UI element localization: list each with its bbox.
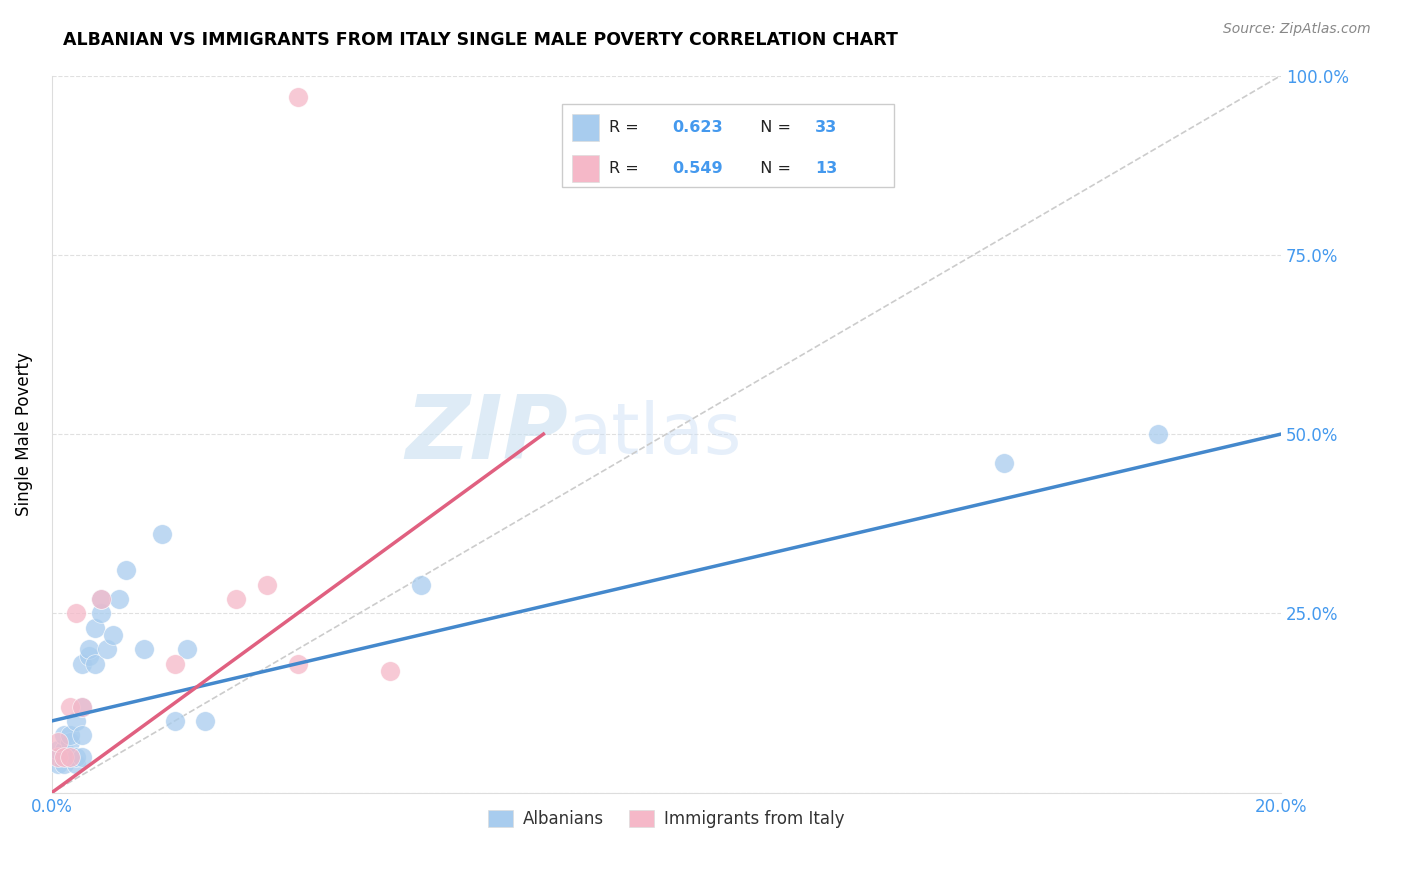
Point: [46, 735, 69, 749]
Point: [72, 699, 94, 714]
Point: [132, 642, 155, 657]
Point: [59, 699, 82, 714]
Point: [150, 527, 173, 541]
Text: R =: R =: [609, 161, 644, 176]
Point: [53, 749, 76, 764]
Text: N =: N =: [749, 161, 796, 176]
Point: [72, 657, 94, 671]
Point: [53, 742, 76, 756]
Point: [59, 728, 82, 742]
Point: [163, 657, 186, 671]
Point: [96, 642, 118, 657]
Point: [103, 628, 125, 642]
Point: [65, 749, 87, 764]
Point: [65, 714, 87, 728]
Point: [163, 714, 186, 728]
Point: [59, 749, 82, 764]
Text: 0.623: 0.623: [672, 120, 723, 135]
Point: [194, 714, 217, 728]
Point: [53, 756, 76, 771]
Point: [46, 749, 69, 764]
Legend: Albanians, Immigrants from Italy: Albanians, Immigrants from Italy: [481, 803, 852, 835]
Point: [90, 592, 112, 607]
Point: [46, 756, 69, 771]
Point: [176, 642, 198, 657]
Point: [46, 742, 69, 756]
Point: [77, 649, 100, 664]
Bar: [572, 113, 599, 141]
Point: [409, 577, 432, 591]
Y-axis label: Single Male Poverty: Single Male Poverty: [15, 352, 32, 516]
Text: atlas: atlas: [568, 400, 742, 468]
Point: [83, 621, 105, 635]
Point: [65, 607, 87, 621]
Point: [72, 699, 94, 714]
Point: [1147, 427, 1170, 442]
Point: [287, 657, 309, 671]
Text: R =: R =: [609, 120, 644, 135]
Text: 33: 33: [815, 120, 838, 135]
Text: Source: ZipAtlas.com: Source: ZipAtlas.com: [1223, 22, 1371, 37]
Point: [65, 756, 87, 771]
Point: [77, 642, 100, 657]
Point: [114, 563, 136, 577]
Point: [72, 728, 94, 742]
Point: [53, 728, 76, 742]
Text: ZIP: ZIP: [405, 391, 568, 477]
Point: [108, 592, 131, 607]
Point: [256, 577, 278, 591]
Point: [72, 749, 94, 764]
Point: [378, 664, 401, 678]
Point: [287, 90, 309, 104]
Point: [59, 735, 82, 749]
Point: [90, 592, 112, 607]
Point: [83, 657, 105, 671]
Text: N =: N =: [749, 120, 796, 135]
Text: 13: 13: [815, 161, 838, 176]
Point: [59, 749, 82, 764]
Point: [993, 456, 1015, 470]
Point: [90, 607, 112, 621]
FancyBboxPatch shape: [562, 104, 894, 186]
Text: ALBANIAN VS IMMIGRANTS FROM ITALY SINGLE MALE POVERTY CORRELATION CHART: ALBANIAN VS IMMIGRANTS FROM ITALY SINGLE…: [63, 31, 898, 49]
Point: [225, 592, 247, 607]
Text: 0.549: 0.549: [672, 161, 723, 176]
Bar: [572, 155, 599, 182]
